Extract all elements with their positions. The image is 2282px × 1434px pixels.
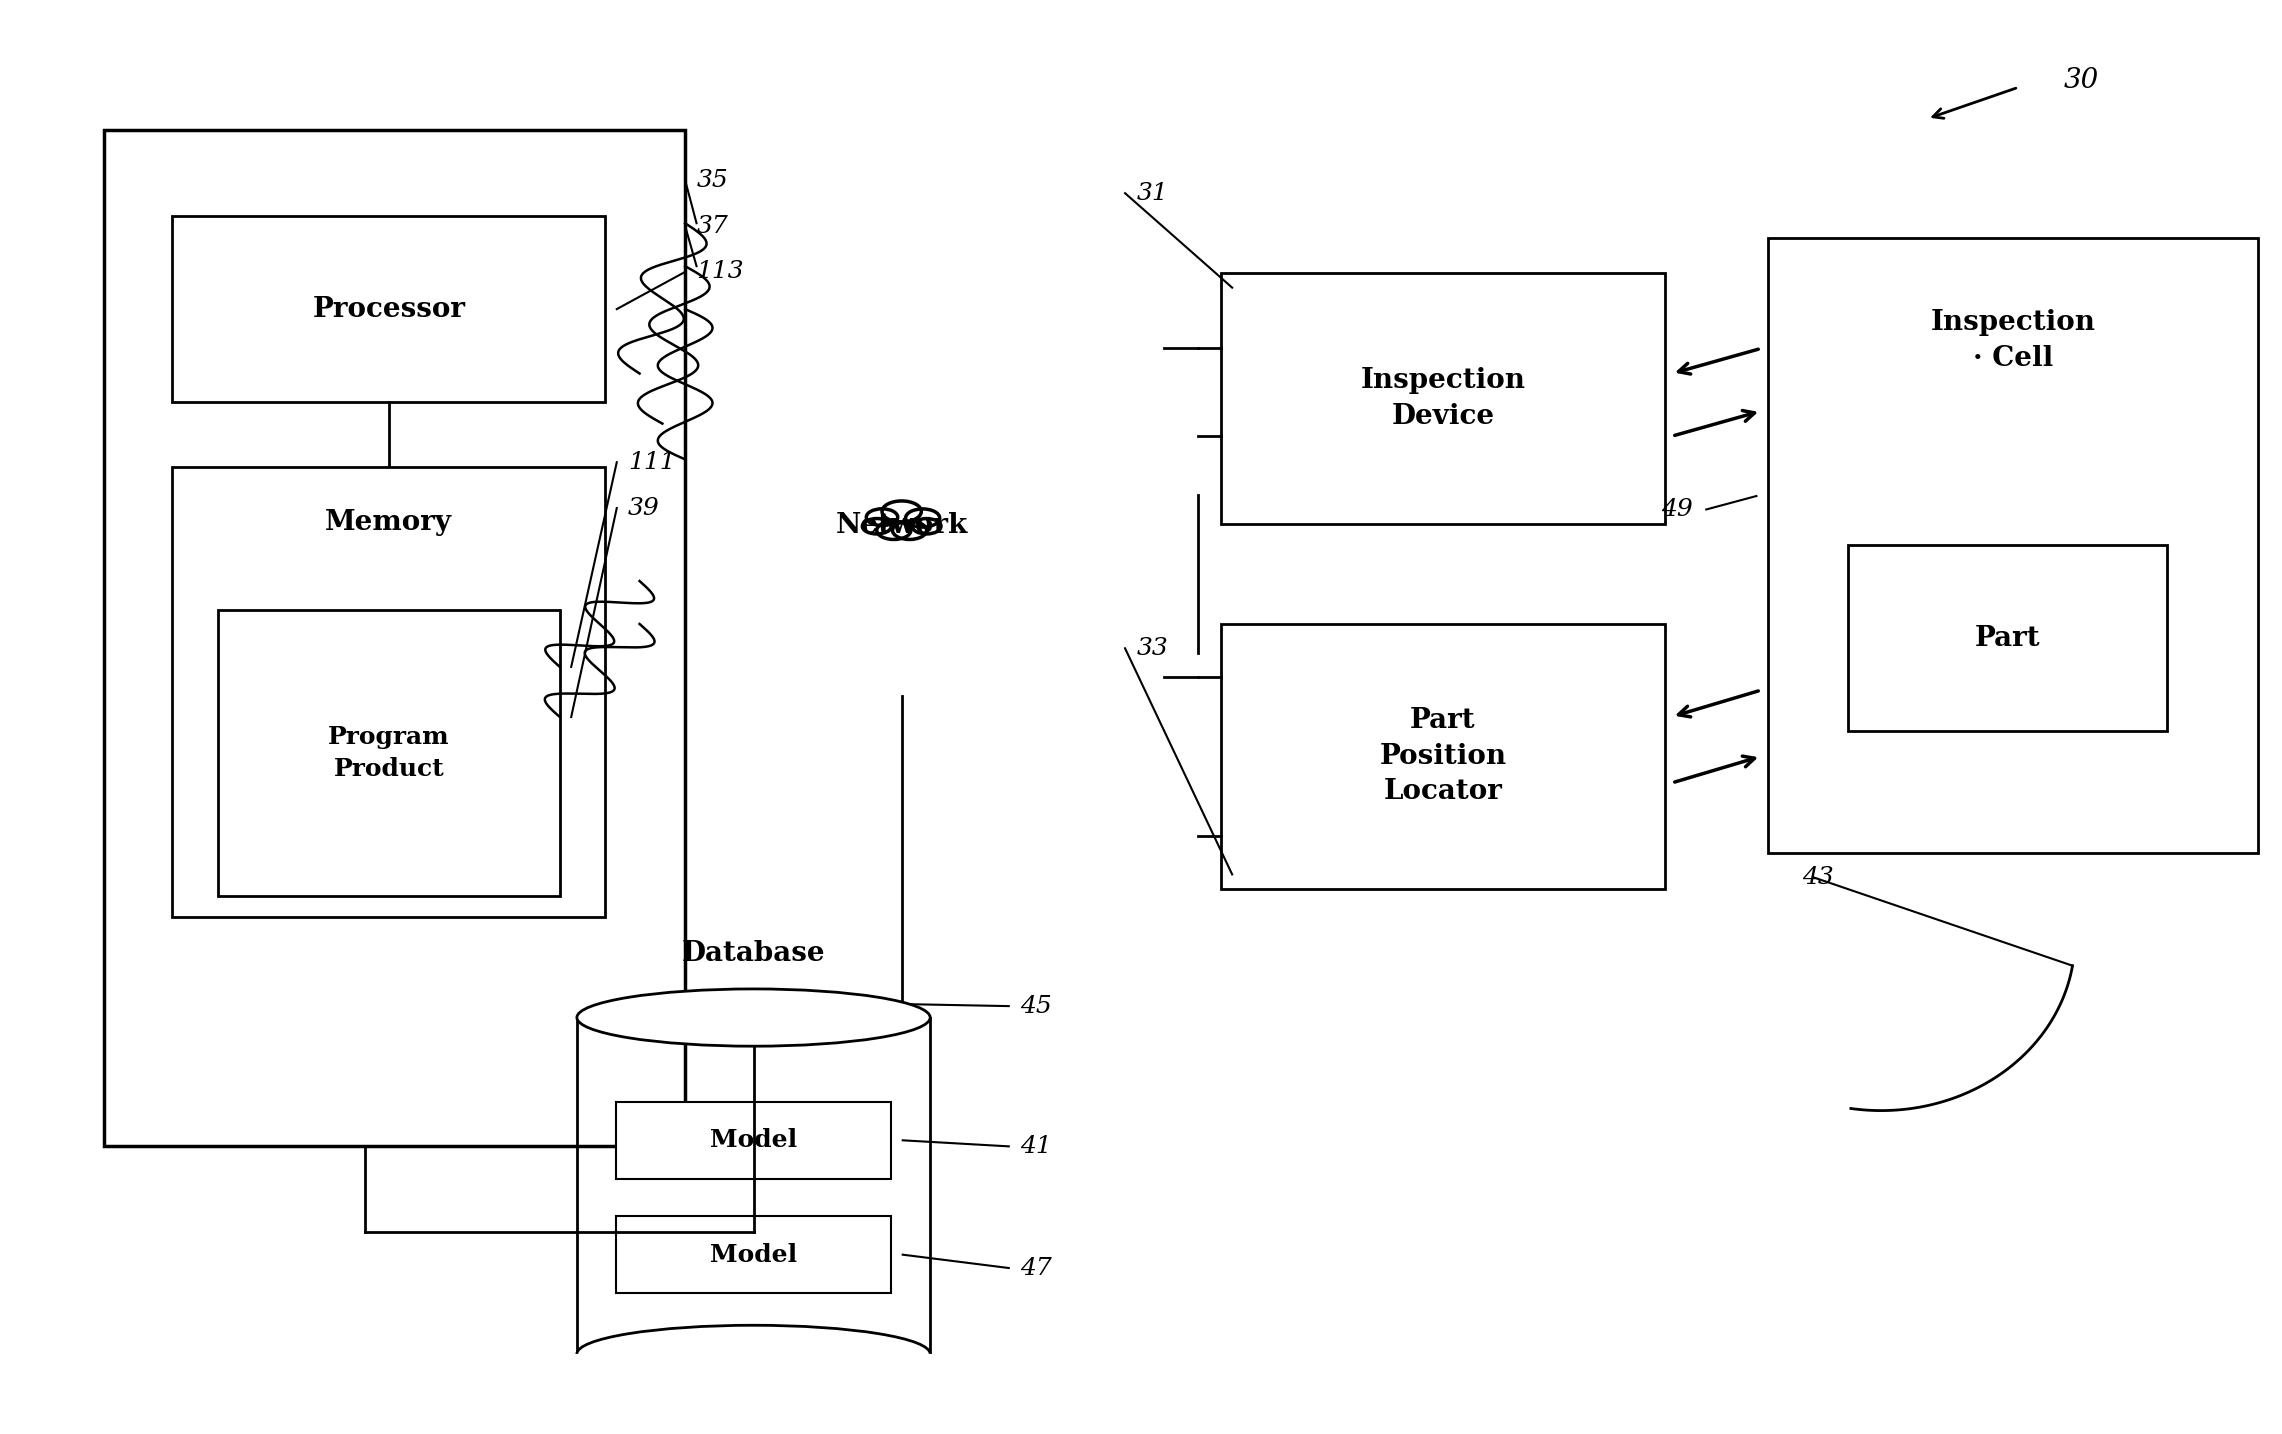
Bar — [1221, 274, 1666, 523]
Text: 41: 41 — [1020, 1134, 1052, 1157]
Text: Database: Database — [682, 939, 826, 967]
Text: 113: 113 — [696, 261, 744, 284]
Text: 47: 47 — [1020, 1256, 1052, 1279]
Bar — [1769, 238, 2257, 853]
Text: Processor: Processor — [313, 295, 466, 323]
Text: Part: Part — [1974, 625, 2040, 652]
Text: 33: 33 — [1136, 637, 1168, 660]
Bar — [173, 217, 605, 402]
Bar — [1848, 545, 2166, 731]
Bar — [616, 1216, 892, 1293]
Text: Memory: Memory — [326, 509, 452, 536]
Text: 39: 39 — [628, 496, 659, 519]
Bar — [217, 609, 559, 896]
Text: Model: Model — [710, 1129, 796, 1153]
Bar — [616, 1101, 892, 1179]
Ellipse shape — [867, 509, 897, 526]
Text: Model: Model — [710, 1243, 796, 1266]
Bar — [105, 130, 685, 1146]
Text: Part
Position
Locator: Part Position Locator — [1378, 707, 1506, 806]
Text: 45: 45 — [1020, 995, 1052, 1018]
Ellipse shape — [883, 500, 922, 522]
Ellipse shape — [577, 1325, 931, 1382]
Text: 37: 37 — [696, 215, 728, 238]
Text: 35: 35 — [696, 169, 728, 192]
Ellipse shape — [876, 522, 911, 539]
Ellipse shape — [913, 519, 940, 533]
Text: 49: 49 — [1661, 498, 1693, 521]
Bar — [577, 1018, 931, 1354]
Ellipse shape — [906, 509, 940, 528]
Text: Network: Network — [835, 512, 968, 539]
Text: 31: 31 — [1136, 182, 1168, 205]
Ellipse shape — [863, 519, 892, 533]
Ellipse shape — [577, 989, 931, 1047]
Bar — [173, 466, 605, 918]
Text: 43: 43 — [1803, 866, 1835, 889]
Bar — [1221, 624, 1666, 889]
Ellipse shape — [892, 522, 926, 539]
Text: 111: 111 — [628, 450, 675, 473]
Text: Inspection
· Cell: Inspection · Cell — [1931, 310, 2095, 371]
Text: Inspection
Device: Inspection Device — [1360, 367, 1524, 430]
Wedge shape — [555, 1354, 954, 1434]
Text: 30: 30 — [2065, 66, 2099, 93]
Text: Program
Product: Program Product — [329, 726, 450, 780]
